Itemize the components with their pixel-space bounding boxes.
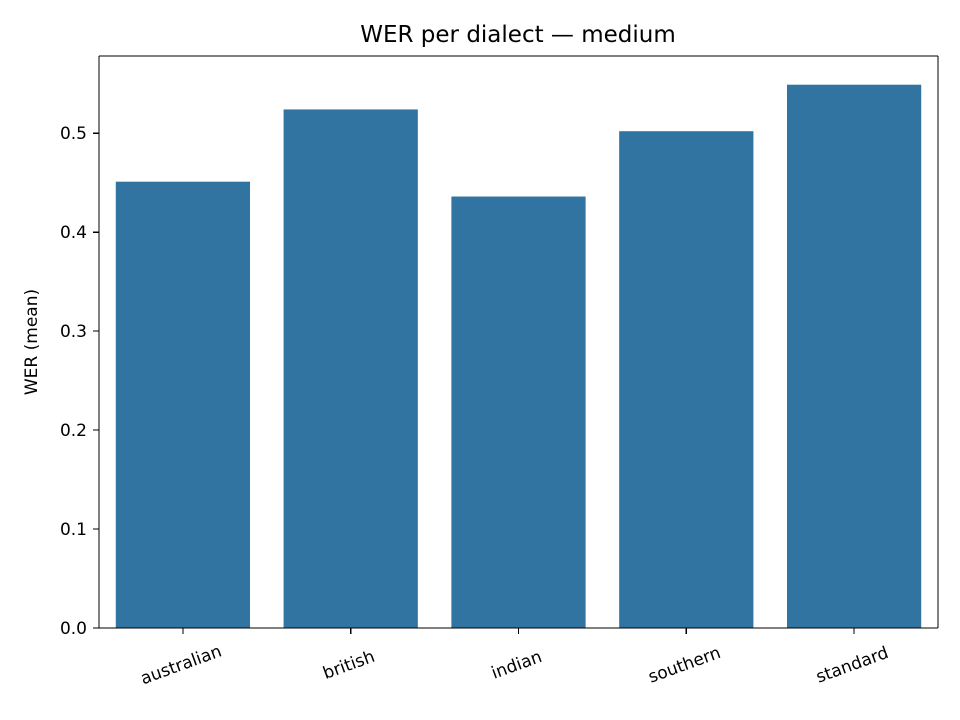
y-tick-label: 0.0: [60, 619, 87, 639]
y-tick-label: 0.4: [60, 223, 87, 243]
x-tick-label-australian: australian: [138, 641, 224, 689]
bar-australian: [115, 181, 251, 628]
bar-indian: [451, 196, 586, 628]
y-tick-label: 0.1: [60, 520, 87, 540]
bar-southern: [619, 131, 754, 628]
bars-group: [115, 84, 922, 628]
bar-british: [283, 109, 418, 628]
y-axis-label: WER (mean): [22, 289, 42, 395]
y-tick-label: 0.2: [60, 421, 87, 441]
bar-standard: [786, 84, 922, 628]
x-tick-label-indian: indian: [489, 647, 545, 684]
x-tick-label-southern: southern: [646, 643, 724, 688]
y-tick-label: 0.5: [60, 124, 87, 144]
x-axis-ticks: australian british indian southern standard: [138, 628, 891, 689]
plot-frame: [98, 55, 939, 629]
x-tick-label-standard: standard: [814, 643, 892, 688]
y-tick-label: 0.3: [60, 322, 87, 342]
chart-title: WER per dialect — medium: [360, 22, 676, 48]
y-axis-ticks: 0.0 0.1 0.2 0.3 0.4 0.5: [60, 124, 99, 639]
x-tick-label-british: british: [320, 647, 377, 684]
